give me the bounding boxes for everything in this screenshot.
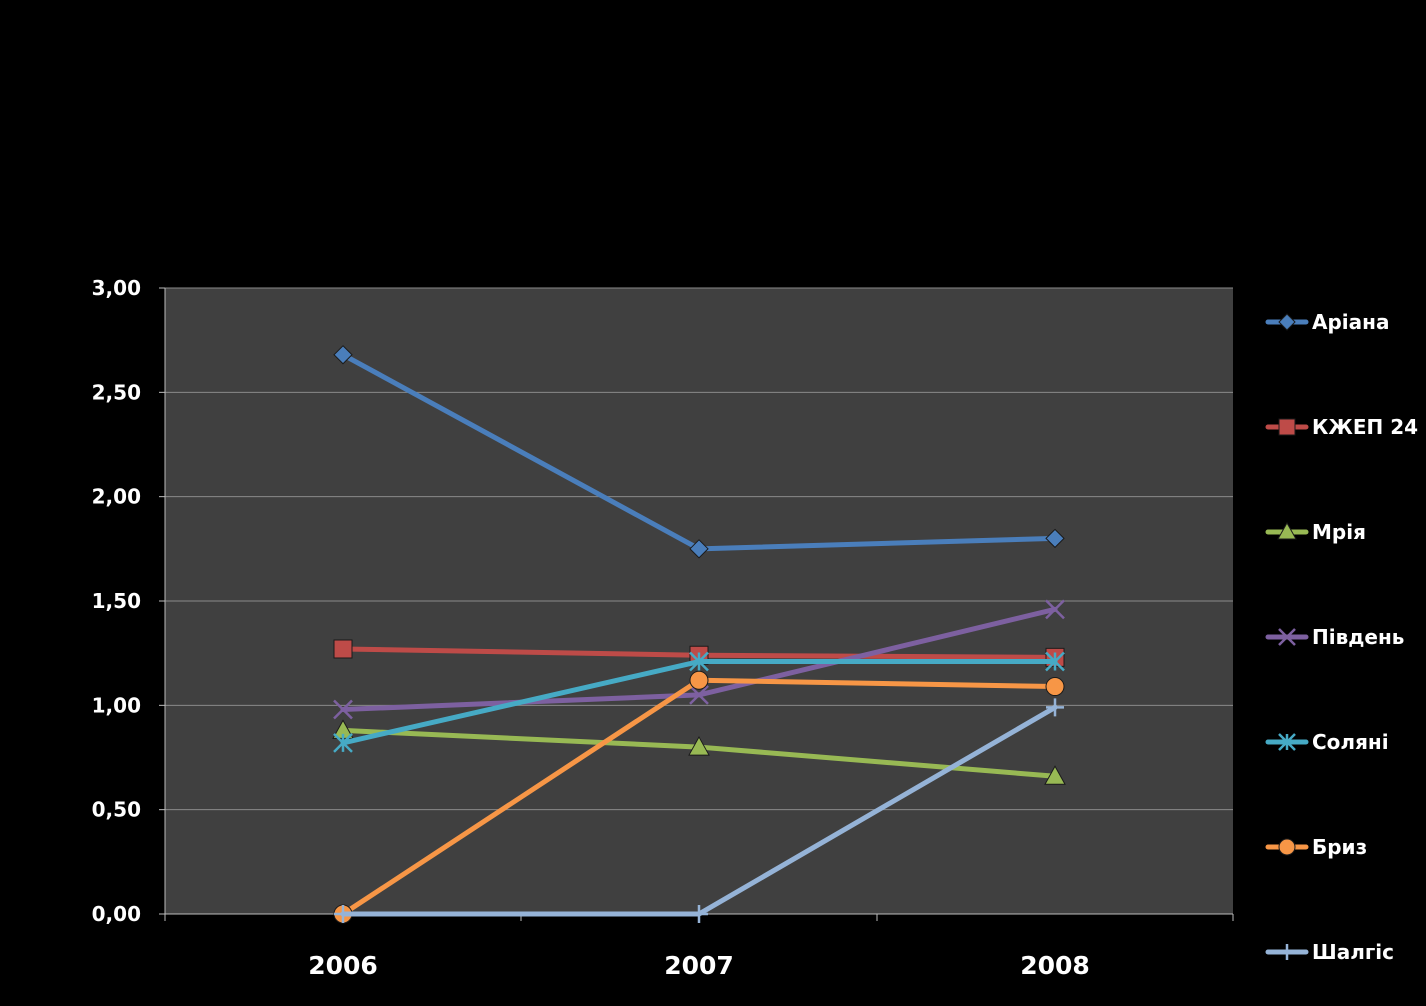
data-point-marker <box>689 670 709 690</box>
data-point-marker <box>333 639 353 659</box>
data-point-marker <box>1045 528 1065 549</box>
gridlines <box>165 287 1233 811</box>
y-tick-label: 0,50 <box>92 798 141 822</box>
data-point-marker <box>1044 765 1066 785</box>
data-point-marker <box>690 905 708 923</box>
series-1 <box>333 345 1065 559</box>
legend-label: Південь <box>1312 625 1404 649</box>
series-5 <box>333 651 1065 753</box>
series-3 <box>332 719 1066 785</box>
axes: 0,00 0,50 1,00 1,50 2,00 2,50 3,00 2006 2007 2008 <box>92 276 1234 980</box>
legend-item: Соляні <box>1265 730 1389 754</box>
legend: Аріана КЖЕП 24 Мрія Південь Соляні Бриз Шалгіс <box>1265 310 1418 964</box>
data-point-marker <box>1045 651 1065 672</box>
data-point-marker <box>1278 418 1296 436</box>
data-point-marker <box>1045 599 1065 620</box>
data-point-marker <box>333 345 353 365</box>
data-point-marker <box>689 651 709 672</box>
data-point-marker <box>688 736 710 756</box>
legend-item: Південь <box>1265 625 1404 649</box>
legend-label: КЖЕП 24 <box>1312 415 1418 439</box>
data-point-marker <box>1278 628 1296 646</box>
data-point-marker <box>1277 521 1297 540</box>
y-tick-label: 2,00 <box>92 485 141 509</box>
y-tick-label: 1,00 <box>92 693 141 717</box>
x-tick-label: 2008 <box>1020 951 1090 980</box>
legend-item: Аріана <box>1265 310 1389 334</box>
data-point-marker <box>333 733 353 753</box>
x-tick-label: 2006 <box>308 951 378 980</box>
legend-item: Бриз <box>1265 835 1367 859</box>
series-4 <box>333 599 1065 720</box>
y-tick-label: 3,00 <box>92 276 141 300</box>
legend-item: Шалгіс <box>1265 940 1394 964</box>
data-point-marker <box>1278 733 1296 751</box>
legend-item: Мрія <box>1265 520 1366 544</box>
data-point-marker <box>333 699 353 720</box>
data-point-marker <box>689 539 709 559</box>
y-tick-label: 2,50 <box>92 380 141 404</box>
legend-label: Мрія <box>1312 520 1366 544</box>
data-point-marker <box>1045 677 1065 697</box>
data-point-marker <box>689 685 709 705</box>
legend-label: Соляні <box>1312 730 1389 754</box>
legend-label: Аріана <box>1312 310 1389 334</box>
y-tick-label: 1,50 <box>92 589 141 613</box>
legend-label: Бриз <box>1312 835 1367 859</box>
data-point-marker <box>1278 838 1296 856</box>
data-point-marker <box>1278 313 1296 331</box>
data-point-marker <box>1046 698 1064 717</box>
x-tick-label: 2007 <box>664 951 734 980</box>
series-7 <box>334 698 1064 923</box>
y-tick-label: 0,00 <box>92 902 141 926</box>
legend-label: Шалгіс <box>1312 940 1394 964</box>
data-point-marker <box>1279 944 1295 960</box>
legend-item: КЖЕП 24 <box>1265 415 1418 439</box>
data-point-marker <box>334 905 352 923</box>
series-group <box>332 345 1066 924</box>
